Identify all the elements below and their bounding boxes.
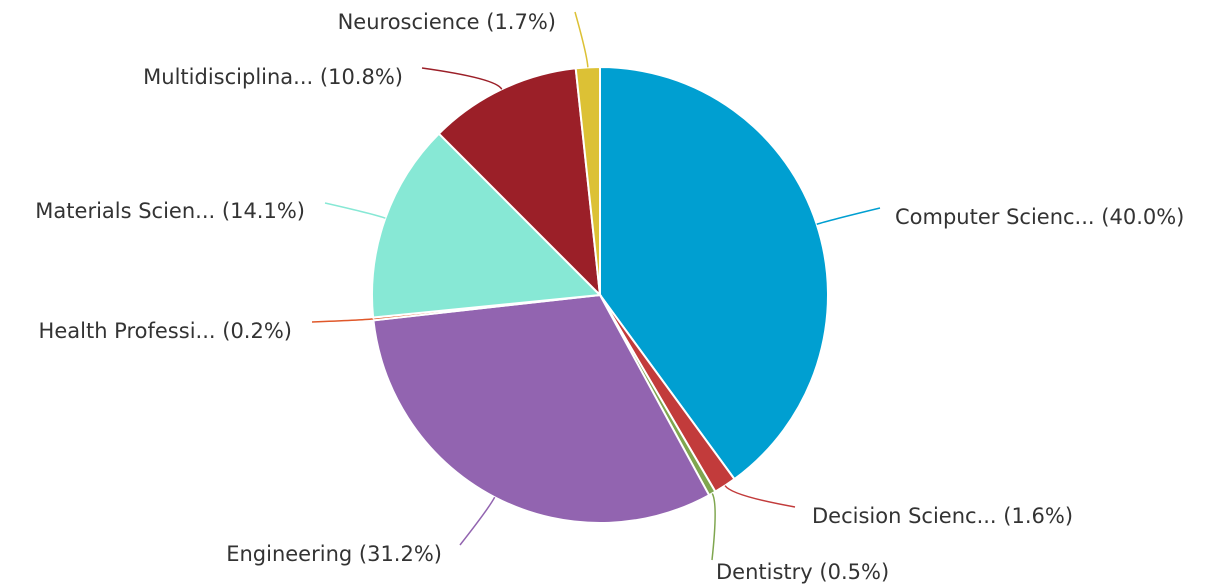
slice-label: Health Professi... (0.2%) bbox=[39, 319, 292, 343]
category-name: Engineering bbox=[226, 542, 352, 566]
value-label: (0.5%) bbox=[819, 560, 889, 584]
value-label: (14.1%) bbox=[222, 199, 305, 223]
leader-line bbox=[724, 485, 796, 508]
leader-line bbox=[711, 493, 716, 561]
category-name: Health Professi... bbox=[39, 319, 216, 343]
leader-line bbox=[459, 496, 496, 546]
slice-label: Multidisciplina... (10.8%) bbox=[143, 65, 403, 89]
slice-label: Materials Scien... (14.1%) bbox=[35, 199, 305, 223]
category-name: Dentistry bbox=[716, 560, 813, 584]
pie-slice bbox=[372, 293, 711, 524]
value-label: (1.6%) bbox=[1003, 504, 1073, 528]
value-label: (0.2%) bbox=[222, 319, 292, 343]
category-name: Materials Scien... bbox=[35, 199, 215, 223]
pie-slice bbox=[371, 132, 603, 319]
slice-label: Dentistry (0.5%) bbox=[716, 560, 889, 584]
category-name: Multidisciplina... bbox=[143, 65, 313, 89]
value-label: (1.7%) bbox=[486, 10, 556, 34]
leader-line bbox=[324, 202, 386, 219]
value-label: (10.8%) bbox=[320, 65, 403, 89]
pie-slice bbox=[437, 67, 602, 298]
leader-line bbox=[311, 318, 374, 323]
value-label: (31.2%) bbox=[359, 542, 442, 566]
slice-label: Neuroscience (1.7%) bbox=[338, 10, 556, 34]
leader-line bbox=[421, 67, 503, 90]
leader-line bbox=[574, 11, 589, 68]
category-name: Neuroscience bbox=[338, 10, 480, 34]
value-label: (40.0%) bbox=[1101, 205, 1184, 229]
category-name: Decision Scienc... bbox=[812, 504, 997, 528]
slice-label: Engineering (31.2%) bbox=[226, 542, 442, 566]
slice-label: Decision Scienc... (1.6%) bbox=[812, 504, 1073, 528]
slice-label: Computer Scienc... (40.0%) bbox=[895, 205, 1184, 229]
leader-line bbox=[816, 207, 881, 225]
category-name: Computer Scienc... bbox=[895, 205, 1095, 229]
